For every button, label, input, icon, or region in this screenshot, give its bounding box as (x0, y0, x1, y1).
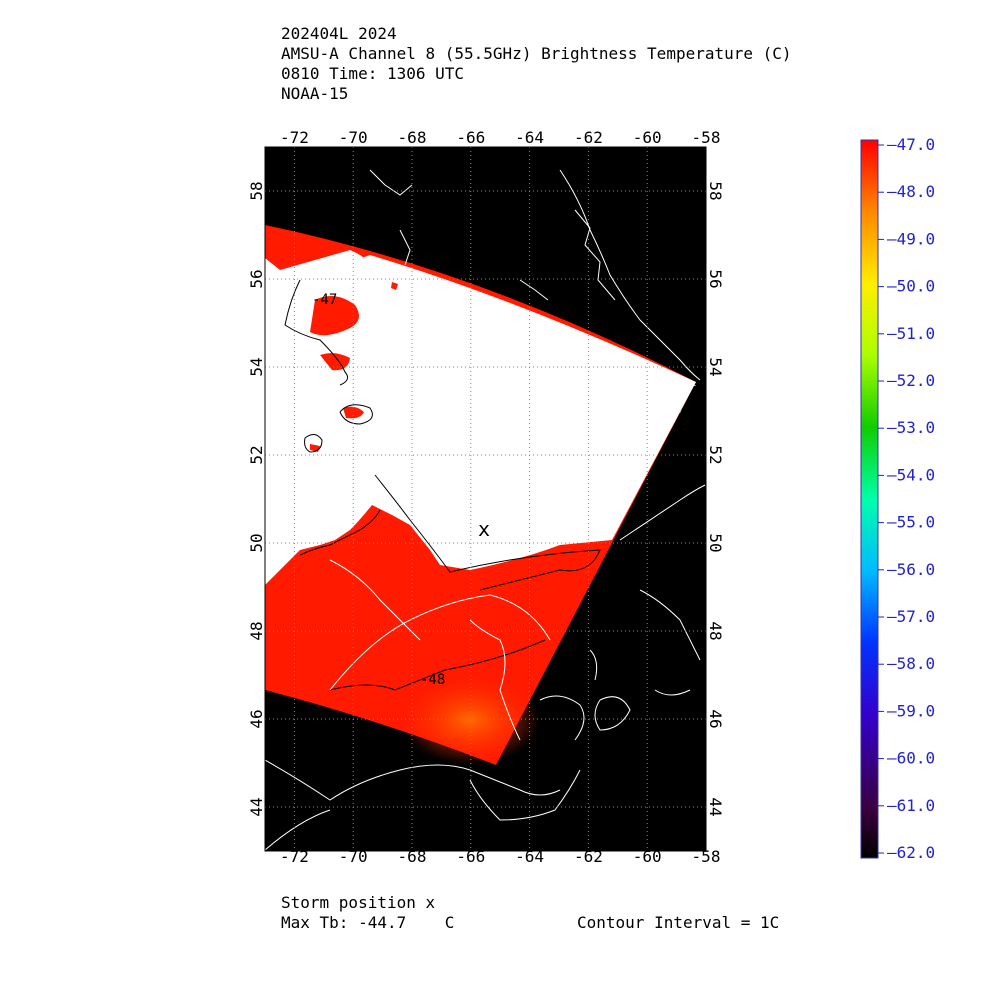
map-frame (264, 146, 707, 852)
lon-tick-top: -62 (574, 128, 603, 147)
colorbar-labels: –47.0 –48.0 –49.0 –50.0 –51.0 –52.0 –53.0 –54.0… (878, 135, 935, 862)
lat-tick-left: 56 (247, 269, 266, 288)
lat-tick-left: 54 (247, 357, 266, 376)
swath-edge-dots (538, 385, 696, 540)
contour-interval-label: Contour Interval = 1C (577, 913, 780, 932)
lat-labels-left: 44 46 48 50 52 54 56 58 (247, 181, 266, 816)
red-patch-2 (320, 353, 350, 371)
colorbar-label: –57.0 (887, 607, 935, 626)
lat-tick-left: 46 (247, 709, 266, 728)
lat-tick-left: 44 (247, 797, 266, 816)
lat-tick-left: 52 (247, 445, 266, 464)
lon-tick-top: -68 (398, 128, 427, 147)
red-patch-1 (310, 296, 359, 336)
lon-labels-bottom: -72 -70 -68 -66 -64 -62 -60 -58 (280, 847, 721, 866)
lon-tick-top: -60 (633, 128, 662, 147)
lon-tick-top: -64 (515, 128, 544, 147)
contour-label-48: -48 (420, 672, 445, 688)
contour-label-47: -47 (312, 292, 337, 308)
colorbar-label: –53.0 (887, 418, 935, 437)
lat-tick-right: 48 (706, 621, 725, 640)
lat-tick-right: 54 (706, 357, 725, 376)
lat-tick-right: 50 (706, 533, 725, 552)
lon-tick-top: -70 (339, 128, 368, 147)
colorbar-label: –49.0 (887, 229, 935, 248)
colorbar-label: –60.0 (887, 749, 935, 768)
graticule (265, 147, 706, 851)
colorbar-label: –61.0 (887, 796, 935, 815)
title-line-4: NOAA-15 (281, 84, 349, 103)
colorbar-label: –51.0 (887, 324, 935, 343)
lat-tick-right: 52 (706, 445, 725, 464)
lat-tick-right: 46 (706, 709, 725, 728)
lon-tick-bottom: -60 (633, 847, 662, 866)
colorbar-label: –55.0 (887, 513, 935, 532)
lon-tick-bottom: -68 (398, 847, 427, 866)
lon-tick-top: -58 (692, 128, 721, 147)
lat-tick-right: 44 (706, 797, 725, 816)
colorbar-label: –50.0 (887, 277, 935, 296)
lat-tick-left: 58 (247, 181, 266, 200)
warm-core (400, 675, 540, 765)
lat-labels-right: 44 46 48 50 52 54 56 58 (706, 181, 725, 816)
coastlines (265, 169, 706, 851)
red-patch-5 (391, 282, 398, 290)
swath-white-region (265, 250, 696, 585)
colorbar-label: –58.0 (887, 654, 935, 673)
lon-tick-bottom: -66 (456, 847, 485, 866)
colorbar-label: –47.0 (887, 135, 935, 154)
title-line-1: 202404L 2024 (281, 24, 397, 43)
colorbar-label: –48.0 (887, 182, 935, 201)
red-patch-3 (343, 406, 364, 419)
lon-tick-bottom: -64 (515, 847, 544, 866)
colorbar-label: –56.0 (887, 560, 935, 579)
colorbar-label: –59.0 (887, 701, 935, 720)
lat-tick-right: 58 (706, 181, 725, 200)
lat-tick-left: 48 (247, 621, 266, 640)
lon-tick-top: -66 (456, 128, 485, 147)
title-line-3: 0810 Time: 1306 UTC (281, 64, 465, 83)
lon-tick-bottom: -62 (574, 847, 603, 866)
lat-tick-left: 50 (247, 533, 266, 552)
max-tb-label: Max Tb: -44.7 C (281, 913, 455, 932)
colorbar-label: –62.0 (887, 843, 935, 862)
title-line-2: AMSU-A Channel 8 (55.5GHz) Brightness Te… (281, 44, 792, 63)
lon-labels-top: -72 -70 -68 -66 -64 -62 -60 -58 (280, 128, 721, 147)
storm-position-label: Storm position x (281, 893, 436, 912)
colorbar (860, 139, 879, 859)
lon-tick-top: -72 (280, 128, 309, 147)
colorbar-label: –52.0 (887, 371, 935, 390)
lon-tick-bottom: -72 (280, 847, 309, 866)
lat-tick-right: 56 (706, 269, 725, 288)
lon-tick-bottom: -58 (692, 847, 721, 866)
colorbar-label: –54.0 (887, 465, 935, 484)
lon-tick-bottom: -70 (339, 847, 368, 866)
storm-position-marker: x (478, 517, 490, 541)
